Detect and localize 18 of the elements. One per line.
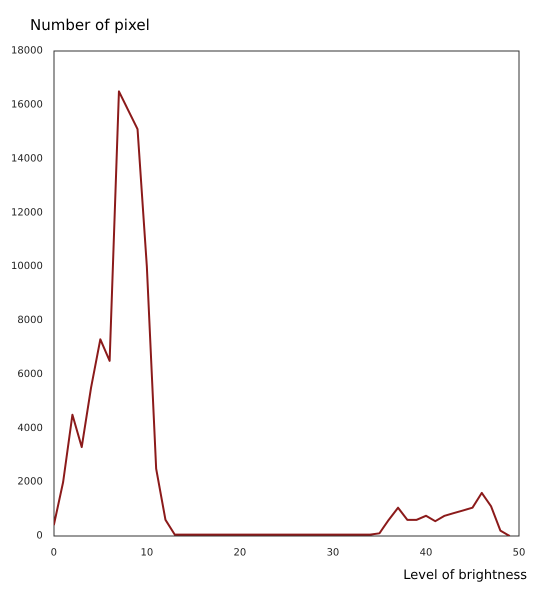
y-axis-title: Number of pixel — [29, 15, 151, 36]
x-tick-label: 50 — [512, 548, 526, 559]
y-tick-label: 16000 — [11, 99, 43, 110]
y-tick-label: 2000 — [17, 476, 43, 488]
x-tick-label: 0 — [50, 548, 57, 559]
x-tick-label: 40 — [420, 548, 432, 559]
y-tick-label: 14000 — [11, 153, 43, 164]
y-tick-label: 12000 — [11, 207, 43, 218]
y-tick-label: 18000 — [11, 46, 43, 57]
y-tick-label: 4000 — [17, 422, 43, 434]
x-tick-label: 30 — [326, 548, 340, 559]
x-axis-title: Level of brightness — [402, 568, 528, 583]
y-tick-label: 10000 — [11, 261, 43, 272]
y-tick-label: 0 — [36, 530, 43, 542]
y-tick-label: 8000 — [17, 315, 43, 326]
y-tick-label: 6000 — [17, 368, 43, 380]
x-tick-label: 20 — [234, 548, 246, 559]
x-tick-label: 10 — [140, 548, 154, 559]
